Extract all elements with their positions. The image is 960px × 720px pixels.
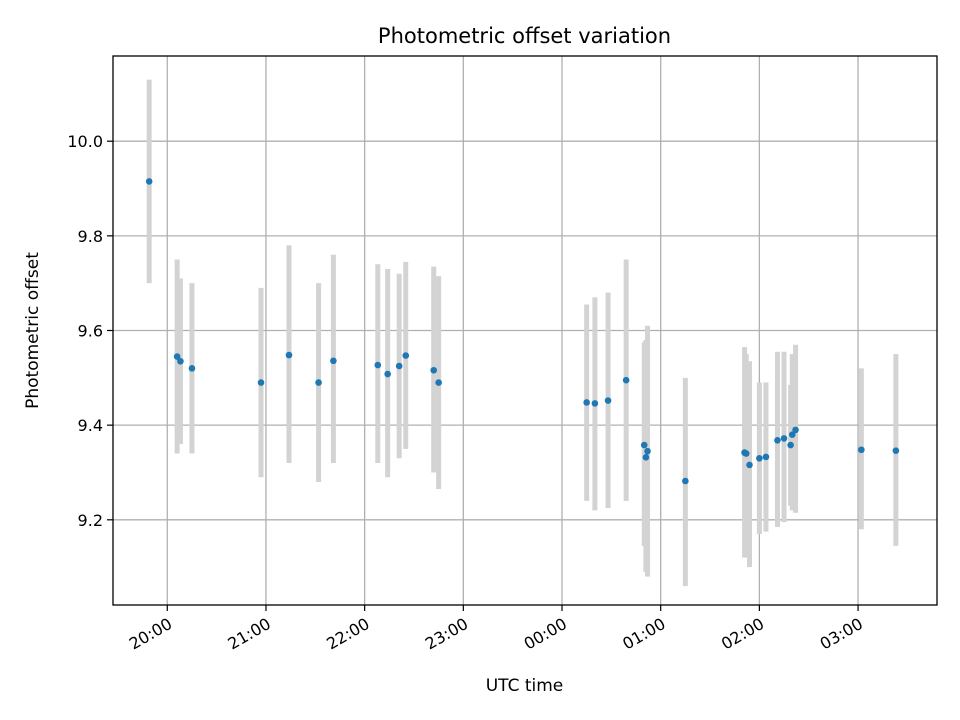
y-tick-label: 9.4 — [78, 416, 103, 435]
y-tick-label: 9.8 — [78, 227, 103, 246]
data-point — [762, 453, 770, 461]
y-tick-label: 9.6 — [78, 322, 103, 341]
x-axis-label: UTC time — [486, 676, 564, 696]
data-point — [173, 353, 181, 360]
x-tick-label: 03:00 — [817, 614, 866, 654]
data-point — [774, 437, 781, 444]
data-point — [583, 399, 590, 406]
y-tick-label: 10.0 — [67, 132, 103, 151]
data-point — [430, 366, 438, 374]
data-point — [257, 379, 265, 386]
data-point — [315, 379, 322, 386]
chart-title: Photometric offset variation — [378, 24, 671, 48]
data-point — [644, 447, 651, 455]
data-point — [330, 357, 337, 365]
y-tick-label: 9.2 — [78, 511, 103, 530]
x-tick-label: 22:00 — [323, 614, 372, 654]
x-tick-label: 21:00 — [225, 614, 274, 654]
data-point — [640, 441, 648, 449]
data-point — [374, 361, 382, 369]
data-point — [858, 446, 865, 454]
data-point — [622, 376, 630, 384]
data-point — [788, 431, 796, 438]
data-point — [792, 426, 799, 434]
errorbar-layer — [146, 79, 899, 587]
data-point — [642, 454, 650, 461]
x-tick-label: 00:00 — [521, 614, 570, 654]
data-point — [188, 365, 196, 372]
data-point — [384, 370, 391, 378]
data-point — [402, 352, 410, 359]
x-tick-label: 02:00 — [718, 614, 767, 654]
data-point — [395, 362, 403, 370]
y-axis-label: Photometric offset — [23, 252, 43, 409]
point-layer — [145, 178, 900, 485]
data-point — [177, 357, 184, 365]
data-point — [756, 454, 763, 462]
data-point — [742, 450, 750, 457]
x-tick-label: 23:00 — [422, 614, 471, 654]
x-tick-label: 01:00 — [619, 614, 668, 654]
data-point — [787, 441, 794, 449]
x-tick-label: 20:00 — [126, 614, 175, 654]
data-point — [604, 397, 612, 404]
data-point — [892, 447, 900, 455]
data-point — [682, 477, 689, 485]
data-point — [591, 400, 599, 407]
data-point — [435, 379, 442, 386]
data-point — [746, 461, 753, 469]
data-point — [780, 435, 788, 442]
data-point — [285, 351, 293, 359]
grid-layer — [113, 56, 937, 605]
data-point — [145, 178, 153, 185]
